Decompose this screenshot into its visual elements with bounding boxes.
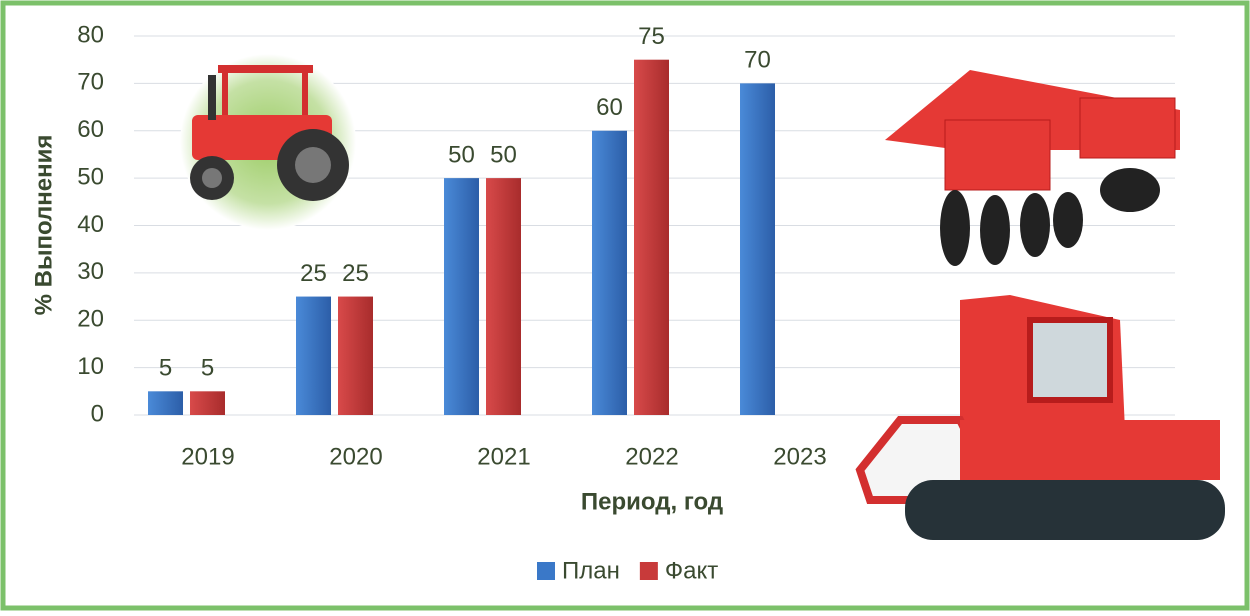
bar [634, 60, 669, 415]
bar [592, 131, 627, 415]
y-tick-label: 0 [91, 400, 104, 427]
legend-swatch [640, 562, 658, 580]
y-tick-label: 70 [77, 69, 104, 96]
plough-image [885, 70, 1180, 266]
data-label: 25 [300, 260, 327, 287]
data-label: 60 [596, 94, 623, 121]
y-tick-label: 20 [77, 306, 104, 333]
chart: % Выполнения Период, год 0 10 20 30 40 50 60 70… [0, 0, 1250, 611]
data-label: 50 [490, 141, 517, 168]
y-tick-label: 60 [77, 116, 104, 143]
bar [444, 178, 479, 415]
x-axis-title: Период, год [581, 488, 723, 515]
y-tick-label: 80 [77, 21, 104, 48]
bar [148, 391, 183, 415]
legend-label: Факт [665, 557, 718, 584]
bar [338, 297, 373, 415]
data-label: 75 [638, 23, 665, 50]
tractor-image [180, 54, 356, 230]
crawler-image [860, 295, 1225, 540]
data-label: 5 [201, 355, 214, 382]
bar [296, 297, 331, 415]
legend-label: План [562, 557, 620, 584]
x-tick-label: 2019 [181, 443, 234, 470]
bar [740, 83, 775, 415]
x-tick-label: 2021 [477, 443, 530, 470]
y-tick-label: 40 [77, 211, 104, 238]
legend-swatch [537, 562, 555, 580]
y-tick-label: 10 [77, 353, 104, 380]
data-label: 25 [342, 260, 369, 287]
data-label: 50 [448, 141, 475, 168]
y-axis-title: % Выполнения [30, 135, 57, 316]
bar [486, 178, 521, 415]
data-label: 70 [744, 47, 771, 74]
x-tick-label: 2020 [329, 443, 382, 470]
data-label: 5 [159, 355, 172, 382]
y-tick-label: 50 [77, 163, 104, 190]
bar [190, 391, 225, 415]
x-tick-label: 2023 [773, 443, 826, 470]
y-tick-label: 30 [77, 258, 104, 285]
x-tick-label: 2022 [625, 443, 678, 470]
